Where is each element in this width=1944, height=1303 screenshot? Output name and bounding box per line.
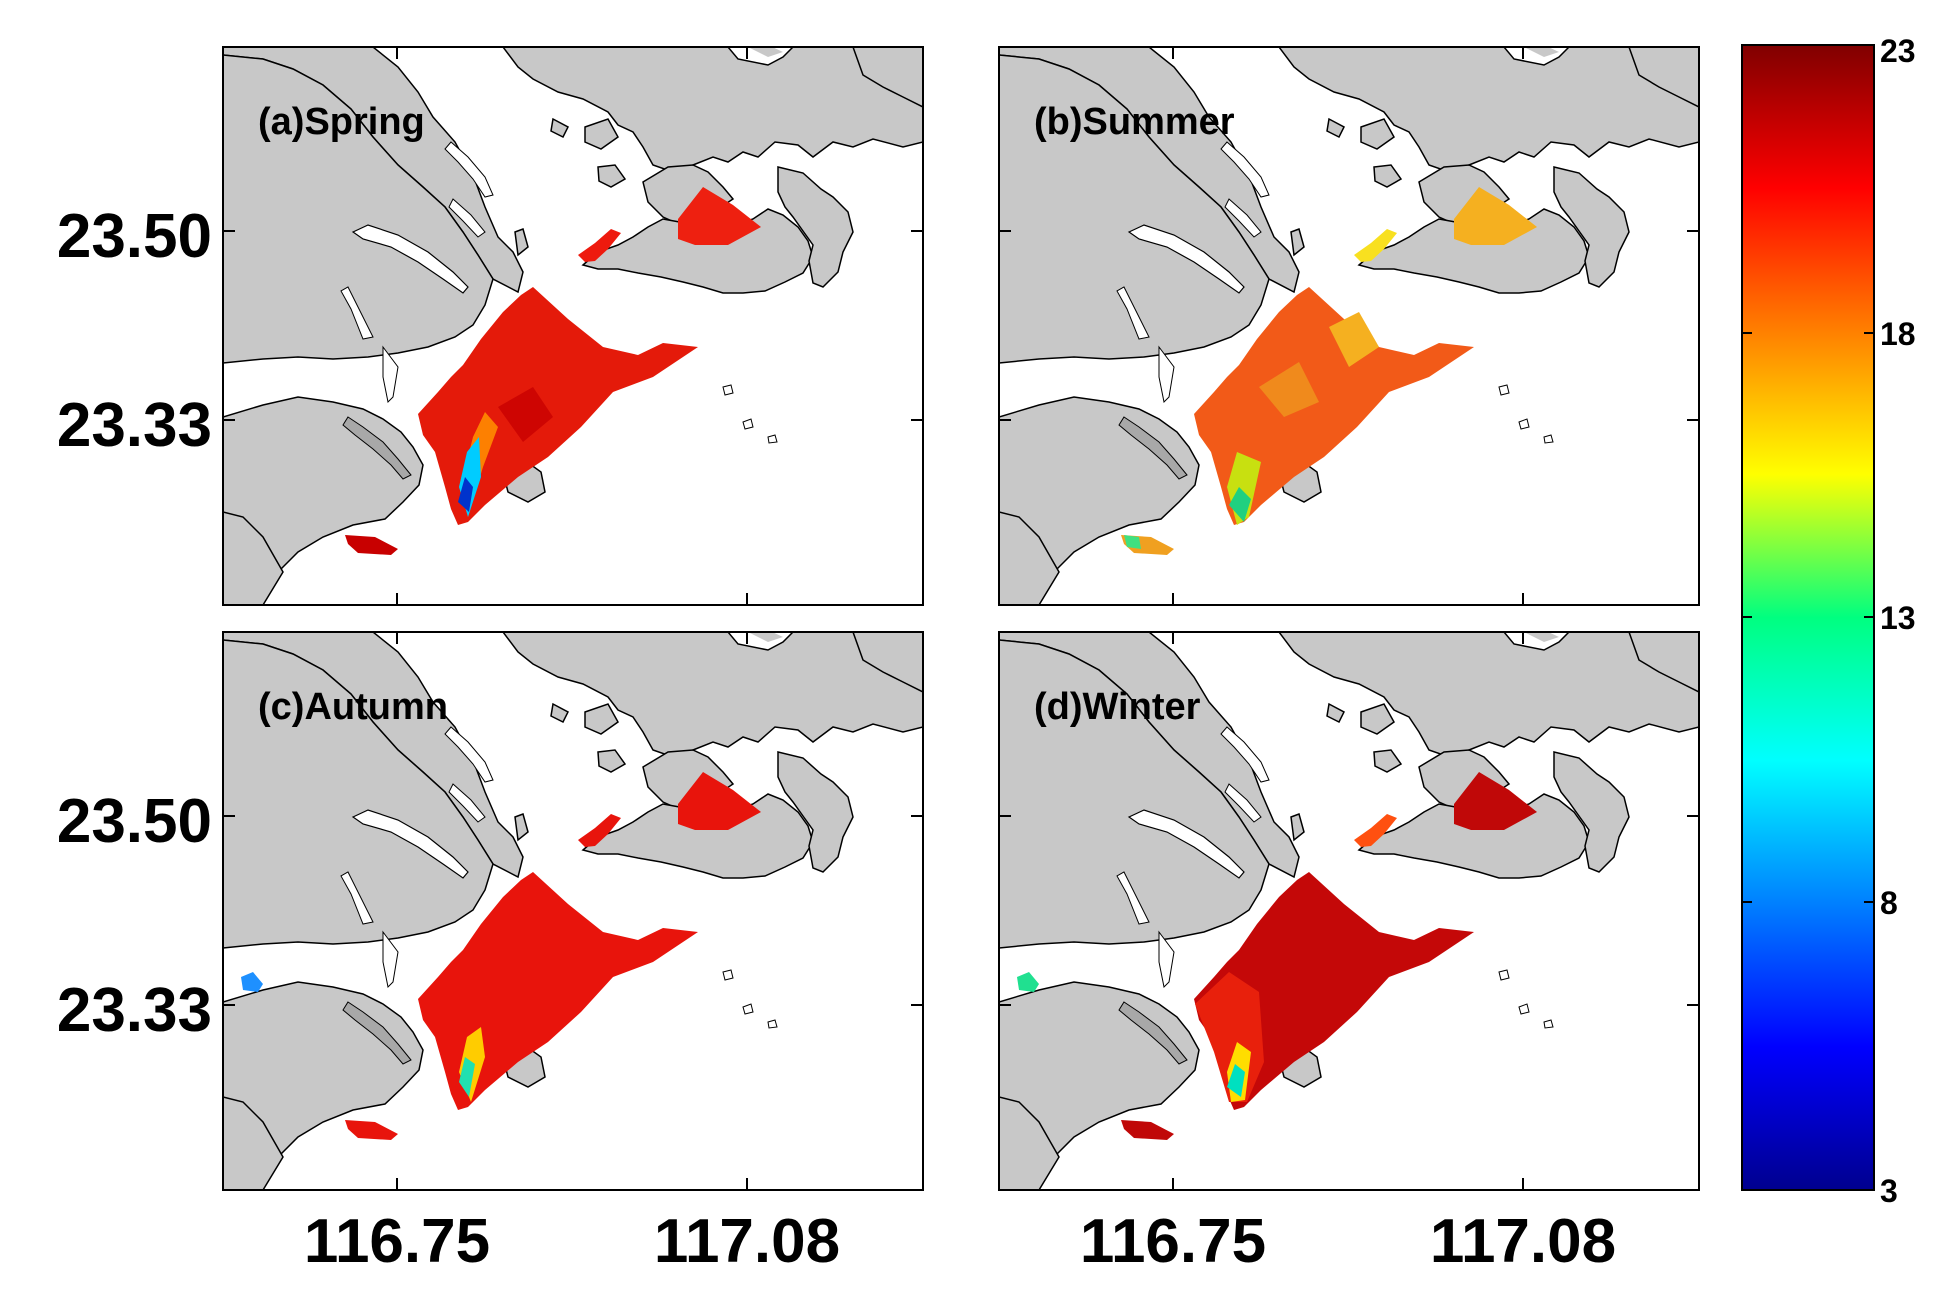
colorbar-tick-18: 18 [1880,316,1916,352]
x-tick-label-right-2: 117.08 [1430,1207,1616,1276]
panel-label-spring: (a)Spring [258,101,425,143]
y-tick-label-bottom-1: 23.50 [57,787,212,856]
panel-label-summer: (b)Summer [1034,101,1235,143]
y-axis-labels: 23.50 23.33 23.50 23.33 [57,202,212,1045]
x-tick-label-left-2: 117.08 [654,1207,840,1276]
x-tick-label-left-1: 116.75 [304,1207,490,1276]
colorbar-tick-8: 8 [1880,885,1898,921]
colorbar-tick-3: 3 [1880,1173,1898,1209]
y-tick-label-bottom-2: 23.33 [57,976,212,1045]
colorbar-gradient [1741,44,1875,1191]
tick-marks [223,47,1699,1190]
panel-label-autumn: (c)Autumn [258,686,448,728]
panel-autumn: (c)Autumn [222,631,924,1191]
y-tick-label-top-1: 23.50 [57,202,212,271]
colorbar: 23 18 13 8 3 [1741,33,1916,1209]
panel-winter: (d)Winter [998,631,1700,1191]
panel-summer: (b)Summer [998,46,1700,606]
y-tick-label-top-2: 23.33 [57,391,212,460]
x-tick-label-right-1: 116.75 [1080,1207,1266,1276]
colorbar-tick-23: 23 [1880,33,1916,69]
x-axis-labels: 116.75 117.08 116.75 117.08 [304,1207,1616,1276]
colorbar-tick-13: 13 [1880,600,1916,636]
panel-spring: (a)Spring [222,46,924,606]
panel-label-winter: (d)Winter [1034,686,1201,728]
